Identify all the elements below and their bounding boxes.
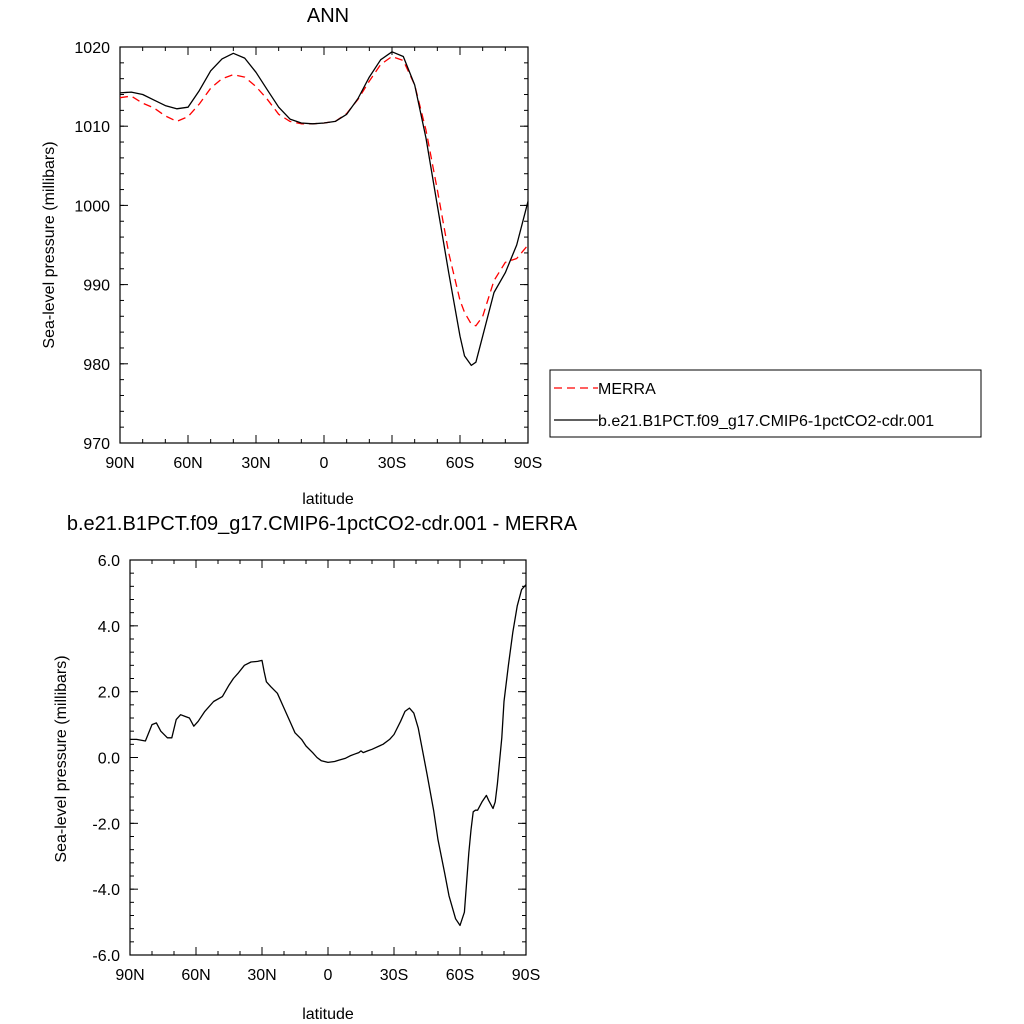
- y-tick-label: -6.0: [92, 948, 120, 965]
- legend-label-merra: MERRA: [598, 381, 656, 398]
- plot-frame: [129, 559, 527, 956]
- panel-top: ANN Sea-level pressure (millibars) latit…: [41, 5, 542, 508]
- chart-title: ANN: [307, 5, 349, 27]
- x-tick-label: 60N: [173, 455, 202, 472]
- x-tick-label: 90N: [105, 455, 134, 472]
- x-tick-label: 60S: [446, 967, 474, 984]
- y-tick-label: 1010: [74, 119, 110, 136]
- y-tick-label: 6.0: [98, 553, 120, 570]
- y-tick-label: 980: [83, 357, 110, 374]
- plot-area: 90N 60N 30N 0 30S 60S 90S 970 980 990 1000 1010 1020: [74, 40, 542, 472]
- x-tick-label: 0: [324, 967, 333, 984]
- y-axis-label-difference: Sea-level pressure (millibars): [53, 655, 70, 862]
- x-tick-label: 60S: [446, 455, 474, 472]
- series-line-1: [119, 51, 529, 367]
- x-tick-label: 90S: [514, 455, 542, 472]
- y-tick-label: -4.0: [92, 882, 120, 899]
- y-tick-label: 970: [83, 436, 110, 453]
- x-tick-label: 90N: [115, 967, 144, 984]
- x-axis-label: latitude: [302, 491, 354, 508]
- x-tick-label: 90S: [512, 967, 540, 984]
- panel-bottom: b.e21.B1PCT.f09_g17.CMIP6-1pctCO2-cdr.00…: [53, 513, 578, 1023]
- x-axis-label-difference: latitude: [302, 1006, 354, 1023]
- y-axis-label: Sea-level pressure (millibars): [41, 141, 58, 348]
- plot-frame: [119, 46, 529, 444]
- legend-label-model: b.e21.B1PCT.f09_g17.CMIP6-1pctCO2-cdr.00…: [598, 413, 934, 430]
- x-tick-label: 30N: [247, 967, 276, 984]
- legend-box: [549, 369, 982, 438]
- plot-area-difference: 90N 60N 30N 0 30S 60S 90S -6.0 -4.0 -2.0 0.0 2.0 4.0…: [92, 553, 540, 984]
- difference-line: [130, 584, 527, 927]
- x-tick-label: 30S: [378, 455, 406, 472]
- x-tick-label: 60N: [181, 967, 210, 984]
- x-tick-label: 0: [320, 455, 329, 472]
- x-tick-label: 30N: [241, 455, 270, 472]
- y-tick-label: 0.0: [98, 751, 120, 768]
- y-tick-label: -2.0: [92, 816, 120, 833]
- y-tick-label: 990: [83, 278, 110, 295]
- y-tick-label: 4.0: [98, 619, 120, 636]
- legend: MERRA b.e21.B1PCT.f09_g17.CMIP6-1pctCO2-…: [549, 369, 982, 438]
- chart-title-difference: b.e21.B1PCT.f09_g17.CMIP6-1pctCO2-cdr.00…: [67, 513, 578, 535]
- y-tick-label: 1000: [74, 198, 110, 215]
- y-tick-label: 1020: [74, 40, 110, 57]
- series-line-0: [119, 55, 529, 327]
- y-tick-label: 2.0: [98, 685, 120, 702]
- x-tick-label: 30S: [380, 967, 408, 984]
